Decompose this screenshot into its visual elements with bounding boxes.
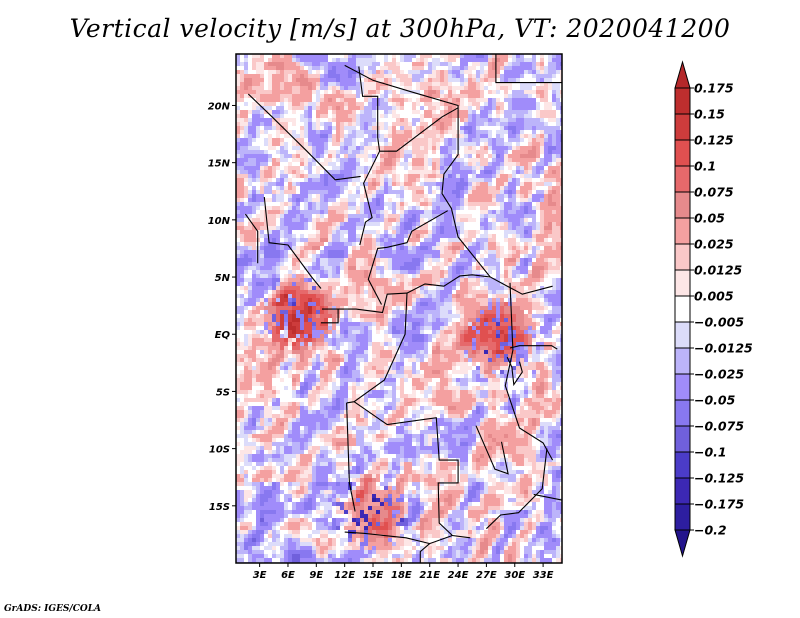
y-tick-label: 15S: [209, 502, 230, 513]
y-tick-label: EQ: [215, 330, 231, 341]
colorbar-label: −0.005: [694, 315, 744, 330]
colorbar-label: −0.075: [694, 419, 744, 434]
colorbar-swatch: [674, 165, 691, 193]
y-tick-label: 10N: [208, 216, 231, 227]
colorbar-swatch: [674, 139, 691, 167]
colorbar-label: −0.0125: [694, 341, 753, 356]
colorbar-swatch: [674, 503, 691, 531]
colorbar-label: 0.05: [694, 211, 725, 226]
chart-title: Vertical velocity [m/s] at 300hPa, VT: 2…: [69, 14, 731, 43]
colorbar-label: −0.2: [694, 523, 727, 538]
y-tick-label: 20N: [208, 101, 231, 112]
colorbar-label: 0.15: [694, 107, 725, 122]
colorbar-swatch: [674, 269, 691, 297]
colorbar-extend-min: [674, 529, 691, 558]
x-axis: 3E 6E 9E 12E 15E 18E 21E 24E 27E 30E 33E: [253, 563, 554, 581]
country-border: [321, 309, 339, 324]
colorbar: 0.175 0.15 0.125 0.1 0.075 0.05 0.025 0.0125 0.0…: [674, 60, 753, 558]
x-tick-label: 27E: [476, 570, 497, 581]
colorbar-label: 0.1: [694, 159, 716, 174]
country-border: [322, 292, 408, 314]
x-tick-label: 9E: [309, 570, 323, 581]
country-border: [263, 196, 322, 289]
colorbar-label: −0.125: [694, 471, 744, 486]
colorbar-swatch: [674, 425, 691, 453]
country-border: [495, 54, 562, 84]
country-border: [346, 402, 356, 512]
x-tick-label: 15E: [363, 570, 384, 581]
colorbar-label: −0.025: [694, 367, 744, 382]
x-tick-label: 18E: [391, 570, 412, 581]
country-border: [247, 93, 361, 181]
y-tick-label: 5S: [216, 387, 230, 398]
colorbar-label: −0.05: [694, 393, 736, 408]
y-axis: 20N 15N 10N 5N EQ 5S 10S 15S: [208, 101, 236, 513]
colorbar-label: 0.125: [694, 133, 734, 148]
velocity-field: [236, 54, 562, 563]
country-border: [475, 425, 509, 475]
colorbar-label: 0.025: [694, 237, 734, 252]
country-border: [533, 493, 562, 501]
y-tick-label: 5N: [215, 273, 231, 284]
country-border: [506, 356, 523, 387]
y-tick-label: 10S: [209, 445, 230, 456]
colorbar-swatch: [674, 373, 691, 401]
colorbar-label: 0.005: [694, 289, 734, 304]
colorbar-label: 0.175: [694, 81, 734, 96]
country-border: [504, 282, 554, 461]
country-border: [344, 531, 453, 545]
country-border: [406, 274, 491, 294]
country-border: [486, 448, 548, 530]
colorbar-label: 0.0125: [694, 263, 743, 278]
colorbar-swatch: [674, 451, 691, 479]
colorbar-swatch: [674, 347, 691, 375]
x-tick-label: 33E: [533, 570, 554, 581]
country-border: [346, 293, 408, 404]
y-tick-label: 15N: [208, 159, 231, 170]
x-tick-label: 12E: [334, 570, 355, 581]
country-border: [379, 107, 459, 152]
x-tick-label: 24E: [448, 570, 469, 581]
x-tick-label: 21E: [419, 570, 440, 581]
colorbar-swatch: [674, 191, 691, 219]
colorbar-swatch: [674, 321, 691, 349]
colorbar-swatch: [674, 477, 691, 505]
grads-credit: GrADS: IGES/COLA: [4, 604, 102, 614]
colorbar-swatch: [674, 217, 691, 245]
colorbar-extend-max: [674, 60, 691, 89]
colorbar-swatch: [674, 113, 691, 141]
country-border: [344, 64, 553, 295]
colorbar-swatch: [674, 295, 691, 323]
country-border: [367, 210, 448, 305]
country-border: [353, 401, 471, 539]
x-tick-label: 6E: [281, 570, 295, 581]
colorbar-label: 0.075: [694, 185, 734, 200]
colorbar-label: −0.175: [694, 497, 744, 512]
map-frame: [235, 53, 563, 564]
x-tick-label: 3E: [253, 570, 267, 581]
country-border: [509, 345, 558, 350]
country-border: [419, 543, 431, 563]
colorbar-swatch: [674, 87, 691, 115]
colorbar-swatch: [674, 243, 691, 271]
x-tick-label: 30E: [504, 570, 525, 581]
colorbar-label: −0.1: [694, 445, 727, 460]
country-borders: [244, 54, 562, 563]
country-border: [244, 213, 259, 264]
colorbar-swatch: [674, 399, 691, 427]
